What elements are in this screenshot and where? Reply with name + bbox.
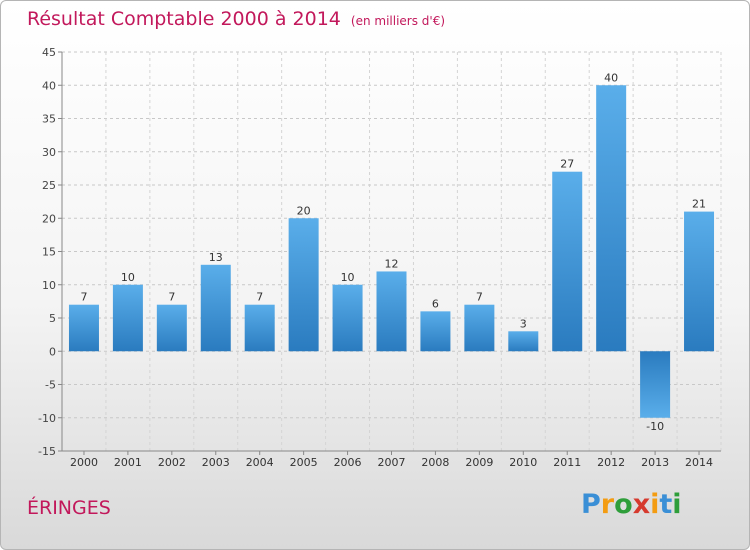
commune-name: ÉRINGES bbox=[27, 497, 111, 519]
bar bbox=[640, 351, 671, 418]
x-tick-label: 2003 bbox=[202, 456, 230, 469]
y-tick-label: 40 bbox=[42, 79, 56, 92]
proxiti-logo: Proxiti bbox=[581, 489, 682, 520]
data-label: -10 bbox=[646, 420, 664, 433]
y-tick-label: -15 bbox=[38, 445, 56, 458]
bar bbox=[332, 284, 363, 352]
data-label: 13 bbox=[209, 251, 223, 264]
x-tick-label: 2011 bbox=[553, 456, 581, 469]
x-tick-label: 2009 bbox=[465, 456, 493, 469]
y-tick-label: 15 bbox=[42, 246, 56, 259]
bar bbox=[420, 311, 451, 352]
bar bbox=[288, 218, 319, 352]
x-tick-label: 2006 bbox=[334, 456, 362, 469]
x-tick-label: 2002 bbox=[158, 456, 186, 469]
logo-letter: t bbox=[659, 489, 673, 520]
data-label: 7 bbox=[168, 291, 175, 304]
x-tick-label: 2008 bbox=[421, 456, 449, 469]
data-label: 27 bbox=[560, 158, 574, 171]
chart-subtitle: (en milliers d'€) bbox=[350, 14, 446, 28]
logo-letter: i bbox=[650, 489, 660, 520]
bar bbox=[244, 304, 275, 352]
x-tick-label: 2012 bbox=[597, 456, 625, 469]
x-tick-label: 2013 bbox=[641, 456, 669, 469]
logo-letter: x bbox=[632, 489, 651, 520]
x-tick-label: 2001 bbox=[114, 456, 142, 469]
bar bbox=[112, 284, 143, 352]
y-tick-label: -5 bbox=[45, 379, 56, 392]
bar bbox=[464, 304, 495, 352]
bar bbox=[684, 211, 715, 352]
logo-letter: i bbox=[672, 489, 682, 520]
x-tick-label: 2000 bbox=[70, 456, 98, 469]
x-tick-label: 2010 bbox=[509, 456, 537, 469]
data-label: 6 bbox=[432, 297, 439, 310]
y-tick-label: 35 bbox=[42, 113, 56, 126]
x-tick-label: 2007 bbox=[378, 456, 406, 469]
bar bbox=[200, 264, 231, 352]
y-tick-label: -10 bbox=[38, 412, 56, 425]
y-tick-label: 5 bbox=[49, 312, 56, 325]
x-tick-label: 2005 bbox=[290, 456, 318, 469]
bar bbox=[156, 304, 187, 352]
bar bbox=[376, 271, 407, 352]
bar bbox=[596, 85, 627, 352]
chart-title: Résultat Comptable 2000 à 2014 (en millie… bbox=[27, 8, 445, 30]
data-label: 7 bbox=[476, 291, 483, 304]
logo-letter: P bbox=[581, 489, 601, 520]
bar bbox=[68, 304, 99, 352]
y-tick-label: 30 bbox=[42, 146, 56, 159]
data-label: 10 bbox=[341, 271, 355, 284]
y-tick-label: 0 bbox=[49, 345, 56, 358]
logo-letter: r bbox=[600, 489, 615, 520]
y-tick-label: 10 bbox=[42, 279, 56, 292]
chart-title-text: Résultat Comptable 2000 à 2014 bbox=[27, 8, 341, 30]
x-tick-label: 2004 bbox=[246, 456, 274, 469]
logo-letter: o bbox=[614, 489, 633, 520]
data-label: 7 bbox=[256, 291, 263, 304]
y-tick-label: 25 bbox=[42, 179, 56, 192]
x-tick-label: 2014 bbox=[685, 456, 713, 469]
data-label: 21 bbox=[692, 198, 706, 211]
data-label: 40 bbox=[604, 71, 618, 84]
data-label: 12 bbox=[385, 257, 399, 270]
data-label: 3 bbox=[520, 317, 527, 330]
y-tick-label: 45 bbox=[42, 46, 56, 59]
data-label: 10 bbox=[121, 271, 135, 284]
data-label: 7 bbox=[80, 291, 87, 304]
y-tick-label: 20 bbox=[42, 212, 56, 225]
data-label: 20 bbox=[297, 204, 311, 217]
bar bbox=[552, 171, 583, 352]
bar bbox=[508, 331, 539, 352]
